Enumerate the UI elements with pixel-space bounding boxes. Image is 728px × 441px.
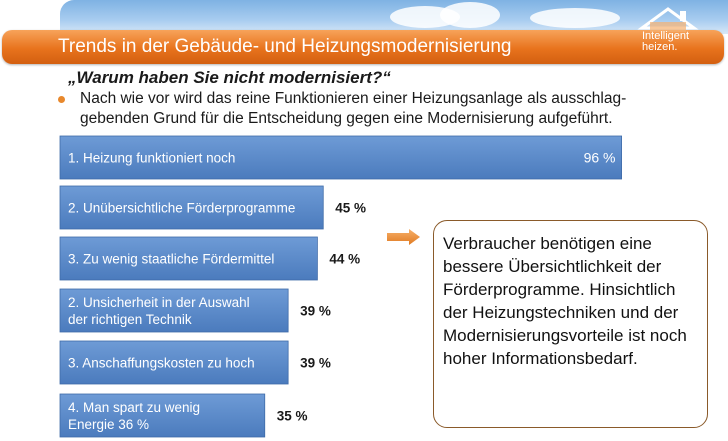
bar-category-label: 1. Heizung funktioniert noch [68,151,235,166]
bar-category-label: 2. Unsicherheit in der Auswahl der richti… [68,295,250,327]
bar-category-label: 3. Zu wenig staatliche Fördermittel [68,252,274,267]
bullet-icon [58,96,65,103]
question-heading: „Warum haben Sie nicht modernisiert?“ [68,68,391,87]
bar-2 [59,185,324,230]
bar-6 [59,393,266,438]
bar-value-label: 96 % [584,150,616,166]
arrow-right-icon [387,229,420,245]
bar-1 [59,135,622,180]
bar-value-label: 45 % [335,201,366,216]
title-banner: Trends in der Gebäude- und Heizungsmoder… [2,30,724,64]
bar-category-label: 3. Anschaffungskosten zu hoch [68,356,255,371]
callout-box: Verbraucher benötigen eine bessere Übers… [433,220,708,428]
logo-line1: Intelligent [642,30,690,42]
callout-text: Verbraucher benötigen eine bessere Übers… [443,234,687,368]
sky-header-image [60,0,728,34]
bar-4 [59,288,289,333]
bar-value-label: 44 % [329,252,360,267]
logo-text: Intelligent heizen. [642,31,689,53]
bar-value-label: 39 % [300,356,331,371]
bar-value-label: 35 % [277,409,308,424]
bullet-text: Nach wie vor wird das reine Funktioniere… [80,90,627,127]
bar-3 [59,236,318,281]
house-icon [637,7,699,32]
logo-line2: heizen. [642,41,678,53]
bar-category-label: 4. Man spart zu wenig Energie 36 % [68,400,200,432]
bar-category-label: 2. Unübersichtliche Förderprogramme [68,201,295,216]
bar-value-label: 39 % [300,304,331,319]
page-title: Trends in der Gebäude- und Heizungsmoder… [58,36,512,57]
bar-5 [59,340,289,385]
logo: Intelligent heizen. [636,6,700,58]
